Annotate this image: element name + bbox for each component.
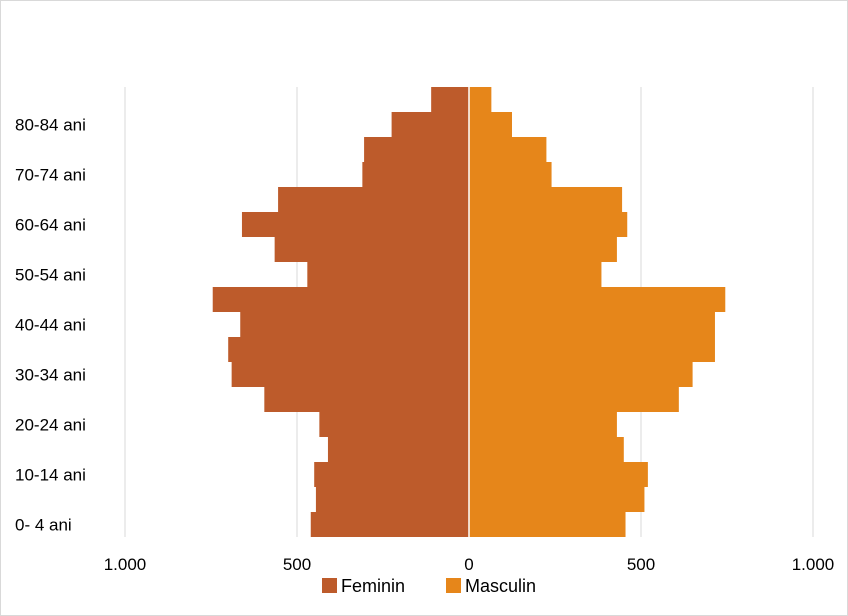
bar-feminin-4 [319, 412, 469, 437]
category-label-0: 0- 4 ani [15, 516, 72, 535]
bar-masculin-8 [469, 312, 715, 337]
bar-feminin-13 [278, 187, 469, 212]
bar-feminin-14 [362, 162, 469, 187]
bar-feminin-10 [307, 262, 469, 287]
bar-feminin-5 [264, 387, 469, 412]
bar-feminin-17 [431, 87, 469, 112]
legend-swatch-masculin [446, 578, 461, 593]
bar-feminin-6 [231, 362, 469, 387]
bar-feminin-3 [327, 437, 469, 462]
bar-masculin-13 [469, 187, 623, 212]
bar-feminin-7 [228, 337, 469, 362]
bar-feminin-15 [364, 137, 469, 162]
bar-feminin-12 [241, 212, 469, 237]
category-label-14: 70-74 ani [15, 166, 86, 185]
bar-masculin-5 [469, 387, 679, 412]
x-tick-label-1: 500 [283, 555, 311, 574]
bar-masculin-14 [469, 162, 552, 187]
legend-swatch-feminin [322, 578, 337, 593]
x-tick-label-0: 1.000 [104, 555, 147, 574]
bar-masculin-1 [469, 487, 645, 512]
axis-layer: 1.000 500 0 500 1.000 [104, 555, 835, 574]
bar-masculin-0 [469, 512, 626, 537]
category-label-16: 80-84 ani [15, 116, 86, 135]
bar-feminin-16 [391, 112, 469, 137]
x-tick-label-4: 1.000 [792, 555, 835, 574]
legend-label-masculin: Masculin [465, 576, 536, 596]
bar-masculin-11 [469, 237, 617, 262]
bar-masculin-17 [469, 87, 492, 112]
category-label-12: 60-64 ani [15, 216, 86, 235]
bar-masculin-9 [469, 287, 726, 312]
x-tick-label-3: 500 [627, 555, 655, 574]
bar-feminin-9 [212, 287, 469, 312]
bar-feminin-2 [314, 462, 469, 487]
bar-masculin-4 [469, 412, 617, 437]
legend-label-feminin: Feminin [341, 576, 405, 596]
category-label-8: 40-44 ani [15, 316, 86, 335]
category-label-10: 50-54 ani [15, 266, 86, 285]
category-label-2: 10-14 ani [15, 466, 86, 485]
bar-masculin-7 [469, 337, 715, 362]
bar-feminin-8 [240, 312, 469, 337]
bar-feminin-0 [310, 512, 469, 537]
bar-feminin-11 [274, 237, 469, 262]
bars-layer [212, 87, 726, 537]
bar-masculin-12 [469, 212, 628, 237]
bar-masculin-15 [469, 137, 547, 162]
bar-masculin-10 [469, 262, 602, 287]
bar-masculin-6 [469, 362, 693, 387]
category-label-4: 20-24 ani [15, 416, 86, 435]
bar-masculin-2 [469, 462, 648, 487]
bar-masculin-16 [469, 112, 512, 137]
bar-masculin-3 [469, 437, 624, 462]
bar-feminin-1 [315, 487, 469, 512]
x-tick-label-2: 0 [464, 555, 473, 574]
legend: Feminin Masculin [322, 576, 536, 596]
category-labels: 0- 4 ani 10-14 ani 20-24 ani 30-34 ani 40-44… [15, 116, 86, 535]
category-label-6: 30-34 ani [15, 366, 86, 385]
